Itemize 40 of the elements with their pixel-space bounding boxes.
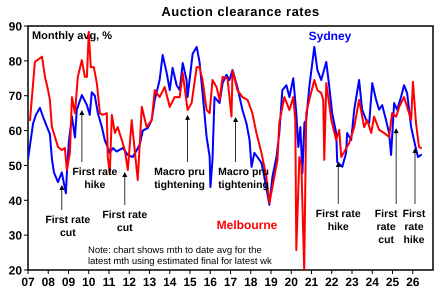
annotation: First rate cut	[45, 214, 90, 239]
line-series	[28, 46, 422, 206]
y-tick-label: 30	[8, 228, 22, 243]
x-tick-label: 20	[284, 275, 298, 289]
x-tick-label: 16	[204, 275, 218, 289]
x-tick-label: 11	[102, 275, 116, 289]
annotation: First rate cut	[374, 208, 398, 246]
y-tick-label: 20	[8, 264, 22, 278]
x-tick-label: 08	[42, 275, 56, 289]
x-tick-label: 21	[304, 275, 318, 289]
y-tick-label: 70	[8, 89, 22, 104]
x-tick-label: 23	[345, 275, 359, 289]
annotation: First rate cut	[102, 209, 148, 234]
x-tick-label: 09	[62, 275, 76, 289]
x-tick-label: 25	[386, 275, 400, 289]
x-tick-label: 15	[183, 275, 197, 289]
series-label: Sydney	[308, 29, 352, 43]
x-tick-label: 26	[406, 275, 420, 289]
x-tick-label: 24	[366, 275, 380, 289]
y-tick-label: 80	[8, 54, 22, 68]
x-tick-label: 17	[224, 275, 238, 289]
x-tick-label: 14	[163, 275, 177, 289]
annotation: First rate hike	[402, 208, 426, 246]
x-tick-label: 10	[82, 275, 96, 289]
annotation: First rate hike	[316, 208, 361, 233]
annotation: First rate hike	[72, 166, 118, 191]
y-tick-label: 50	[8, 158, 22, 173]
x-tick-label: 22	[325, 275, 339, 289]
y-tick-label: 40	[8, 194, 22, 208]
x-tick-label: 18	[244, 275, 258, 289]
x-tick-label: 07	[21, 275, 35, 289]
y-tick-label: 90	[8, 20, 22, 34]
series-label: Melbourne	[216, 218, 278, 232]
chart-title: Auction clearance rates	[161, 4, 320, 19]
x-tick-label: 19	[264, 275, 278, 289]
annotation: Macro pru tightening	[154, 166, 205, 191]
y-tick-label: 60	[8, 124, 22, 138]
annotation: Note: chart shows mth to date avg for the latest mth using estimated final for latest wk	[88, 245, 272, 267]
x-tick-label: 12	[122, 275, 136, 289]
x-tick-label: 13	[142, 275, 156, 289]
